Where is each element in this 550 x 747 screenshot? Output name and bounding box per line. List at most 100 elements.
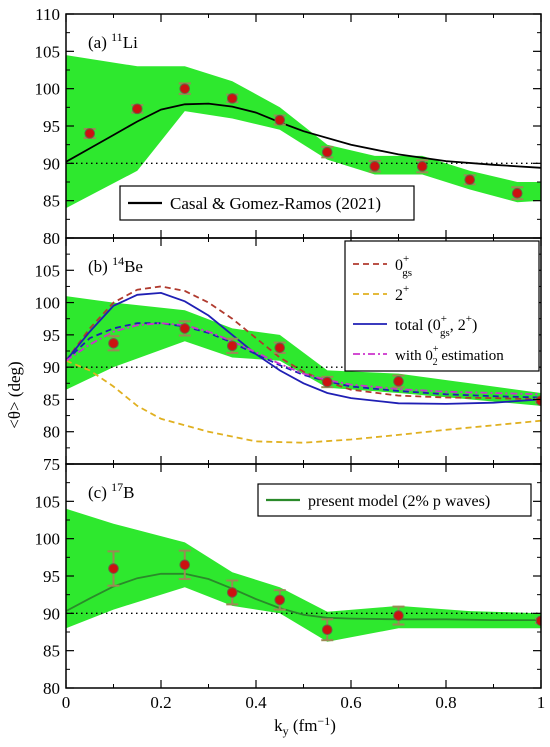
series-line-c-0 xyxy=(66,572,541,621)
data-point xyxy=(107,550,120,587)
point-marker xyxy=(535,395,541,407)
legend-total-b: , 2 xyxy=(450,317,466,334)
series-line-b-2 xyxy=(66,291,541,405)
curve-extra-dashed xyxy=(66,322,541,399)
y-tick-label: 85 xyxy=(43,642,60,661)
panel-label-element: Be xyxy=(124,257,143,276)
point-marker xyxy=(464,174,476,186)
legend-zero2-sub: 2 xyxy=(433,357,438,368)
x-tick-label: 0.2 xyxy=(150,693,171,712)
point-marker xyxy=(179,323,191,334)
legend-total-sup: + xyxy=(441,313,447,325)
x-axis-label-close: ) xyxy=(330,716,336,735)
x-tick-label: 0.6 xyxy=(340,693,361,712)
point-marker xyxy=(416,161,428,172)
x-tick-label: 0.4 xyxy=(245,693,267,712)
point-marker xyxy=(321,376,333,388)
legend-gs-sub: gs xyxy=(402,267,412,279)
data-point xyxy=(321,618,334,642)
point-marker xyxy=(108,337,119,349)
panel-label-a: (a) 11Li xyxy=(88,30,138,52)
point-marker xyxy=(369,161,381,172)
legend-zero2-a: with 0 xyxy=(395,348,433,364)
data-point xyxy=(368,160,381,173)
y-tick-label: 105 xyxy=(35,492,61,511)
legend-box-a xyxy=(119,185,415,221)
y-tick-label: 100 xyxy=(35,294,61,313)
data-point xyxy=(392,374,405,389)
uncertainty-band xyxy=(66,508,541,642)
series-line-b-1 xyxy=(66,359,541,444)
data-point xyxy=(535,395,541,407)
panel-label-element: Li xyxy=(123,33,138,52)
legend-2-sup: + xyxy=(403,283,409,295)
point-marker xyxy=(274,594,286,606)
panel-a: 80 85 90 95 100 105 110 (a) 11Li Casal & Gomez-R… xyxy=(35,5,542,248)
legend-label-2plus: 2+ xyxy=(395,283,409,304)
panel-label-prefix: (b) xyxy=(88,257,112,276)
x-axis-label-sub: y xyxy=(283,724,289,738)
data-point xyxy=(273,589,286,611)
legend-gs-sup: + xyxy=(403,253,409,265)
y-tick-label: 90 xyxy=(43,604,60,623)
data-point xyxy=(535,615,541,627)
legend-box-c xyxy=(257,483,532,517)
y-tick-label: 90 xyxy=(43,154,60,173)
legend-label-present: present model (2% p waves) xyxy=(308,493,490,510)
panel-label-prefix: (c) xyxy=(88,483,111,502)
data-point xyxy=(273,114,286,126)
legend-total-sup2: + xyxy=(466,313,472,325)
point-marker xyxy=(393,376,404,387)
y-tick-label: 95 xyxy=(43,567,60,586)
data-point xyxy=(226,579,239,606)
data-point xyxy=(178,82,191,95)
x-axis-label-exp: −1 xyxy=(317,714,330,728)
legend-2-base: 2 xyxy=(395,287,403,304)
point-marker xyxy=(226,93,238,104)
x-tick-label: 0 xyxy=(62,693,71,712)
legend-label-zero2: with 0+ 2 estimation xyxy=(395,344,504,368)
data-point xyxy=(463,174,476,186)
point-marker xyxy=(321,146,333,158)
data-point xyxy=(178,320,191,337)
x-tick-label: 0.8 xyxy=(435,693,456,712)
point-marker xyxy=(321,624,333,636)
data-point xyxy=(83,127,96,139)
y-tick-label: 100 xyxy=(35,530,61,549)
y-tick-label: 95 xyxy=(43,326,60,345)
y-tick-label: 105 xyxy=(35,42,61,61)
y-tick-label: 80 xyxy=(43,423,60,442)
y-tick-label: 80 xyxy=(43,229,60,248)
panel-label-mass: 17 xyxy=(111,480,123,494)
legend-zero2-sup: + xyxy=(433,344,439,355)
point-marker xyxy=(511,187,523,199)
y-tick-label: 100 xyxy=(35,80,61,99)
y-tick-label: 105 xyxy=(35,261,61,280)
point-marker xyxy=(131,103,143,115)
series-line-a-0 xyxy=(66,102,541,169)
y-tick-label: 85 xyxy=(43,192,60,211)
panel-label-element: B xyxy=(123,483,134,502)
point-marker xyxy=(226,587,238,598)
point-marker xyxy=(535,615,541,627)
point-marker xyxy=(179,83,191,94)
y-tick-label: 90 xyxy=(43,358,60,377)
point-marker xyxy=(393,610,404,621)
panel-label-c: (c) 17B xyxy=(88,480,134,502)
legend-total-c: ) xyxy=(472,317,477,334)
x-axis-label: ky (fm−1) xyxy=(274,714,336,738)
data-point xyxy=(416,159,429,174)
data-point xyxy=(392,605,405,626)
data-point xyxy=(131,103,144,115)
data-point xyxy=(107,335,120,352)
point-marker xyxy=(84,128,96,139)
panel-label-prefix: (a) xyxy=(88,33,111,52)
x-tick-label: 1 xyxy=(537,693,546,712)
point-marker xyxy=(179,559,191,571)
x-axis-label-main: k xyxy=(274,716,283,735)
legend-label-total: total (0+ gs, 2+) xyxy=(395,313,477,339)
